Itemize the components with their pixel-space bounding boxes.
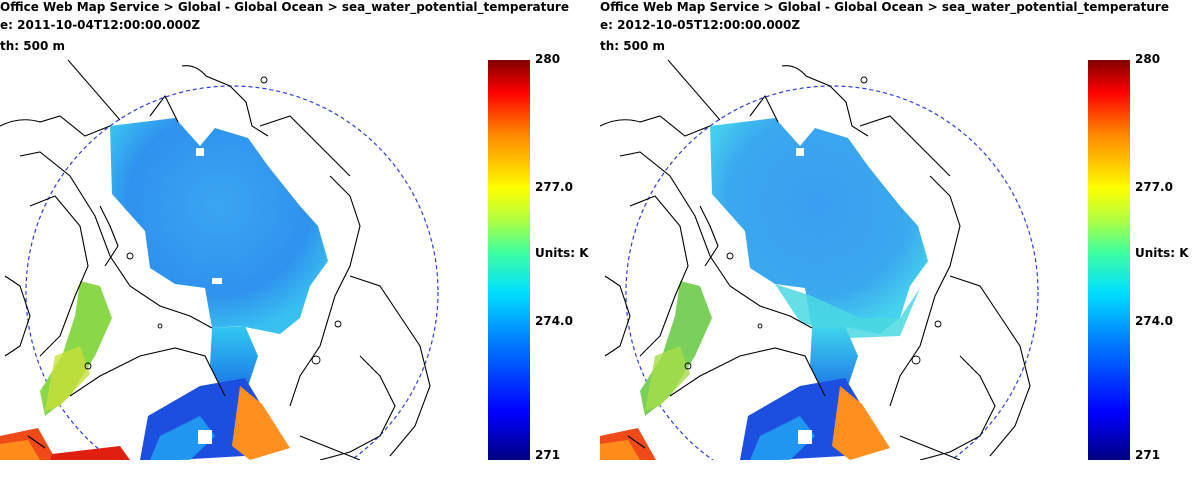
colorbar — [488, 60, 530, 460]
colorbar-max: 280 — [535, 52, 561, 66]
boundary-circle — [25, 85, 439, 460]
ocean-arctic-basin — [110, 118, 328, 334]
colorbar-upper-mid: 277.0 — [1135, 180, 1173, 194]
leader-line — [67, 59, 121, 121]
coastlines — [0, 65, 431, 460]
ocean-channel — [810, 326, 858, 396]
boundary-circle — [625, 85, 1039, 460]
colorbar-units: Units: K — [1135, 246, 1189, 260]
ocean-warm-inflow — [232, 386, 290, 460]
colorbar — [1088, 60, 1130, 460]
ocean-warm-inflow — [832, 386, 890, 460]
depth-label: th: 500 m — [600, 39, 665, 53]
colorbar-min: 271 — [535, 448, 561, 462]
map-panel-2011: Office Web Map Service > Global - Global… — [0, 0, 589, 462]
ocean-arctic-basin — [710, 118, 928, 334]
colorbar-upper-mid: 277.0 — [535, 180, 573, 194]
time-label: e: 2011-10-04T12:00:00.000Z — [0, 18, 201, 32]
breadcrumb: Office Web Map Service > Global - Global… — [600, 0, 1169, 14]
leader-line — [667, 59, 721, 121]
colorbar-lower-mid: 274.0 — [535, 314, 573, 328]
polar-map[interactable] — [600, 56, 1080, 460]
map-panel-2012: Office Web Map Service > Global - Global… — [600, 0, 1200, 480]
breadcrumb: Office Web Map Service > Global - Global… — [0, 0, 569, 14]
colorbar-units: Units: K — [535, 246, 589, 260]
colorbar-lower-mid: 274.0 — [1135, 314, 1173, 328]
colorbar-max: 280 — [1135, 52, 1161, 66]
time-label: e: 2012-10-05T12:00:00.000Z — [600, 18, 801, 32]
depth-label: th: 500 m — [0, 39, 65, 53]
colorbar-min: 271 — [1135, 448, 1161, 462]
coastlines — [600, 65, 1031, 460]
polar-map[interactable] — [0, 56, 480, 460]
ocean-channel — [210, 326, 258, 396]
